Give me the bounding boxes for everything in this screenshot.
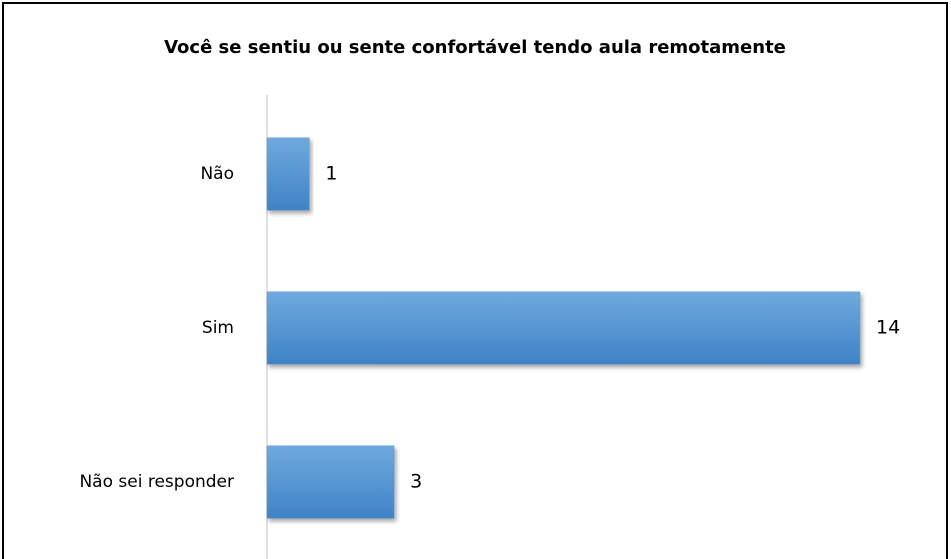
y-tick-label: Sim — [202, 318, 234, 338]
data-label: 1 — [325, 163, 337, 185]
data-label: 3 — [410, 471, 422, 493]
y-tick-label: Não sei responder — [79, 472, 234, 492]
y-tick-label: Não — [200, 164, 234, 184]
bar — [266, 291, 861, 365]
chart-title: Você se sentiu ou sente confortável tend… — [164, 37, 786, 58]
data-label: 14 — [876, 317, 900, 339]
bar — [266, 445, 395, 519]
bar — [266, 137, 310, 211]
